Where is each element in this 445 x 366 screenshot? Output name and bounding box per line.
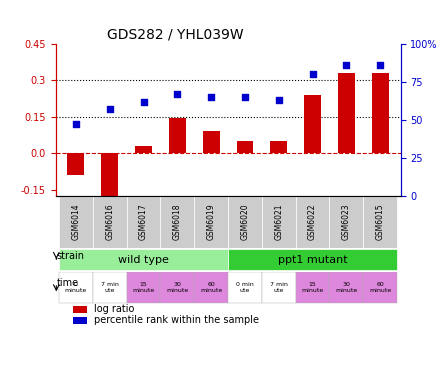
Text: GSM6020: GSM6020 bbox=[240, 203, 250, 240]
FancyBboxPatch shape bbox=[93, 272, 127, 303]
FancyBboxPatch shape bbox=[262, 272, 295, 303]
Bar bbox=[73, 306, 87, 313]
Text: GSM6019: GSM6019 bbox=[206, 203, 216, 240]
FancyBboxPatch shape bbox=[59, 249, 228, 270]
FancyBboxPatch shape bbox=[228, 272, 262, 303]
Text: GSM6018: GSM6018 bbox=[173, 203, 182, 240]
Point bbox=[241, 94, 248, 100]
Point bbox=[275, 97, 282, 103]
Text: GSM6021: GSM6021 bbox=[274, 203, 283, 240]
Text: 30
minute: 30 minute bbox=[335, 283, 357, 293]
Point bbox=[106, 106, 113, 112]
FancyBboxPatch shape bbox=[363, 196, 397, 248]
Bar bbox=[270, 141, 287, 153]
Text: 60
minute: 60 minute bbox=[369, 283, 391, 293]
Text: 0 min
ute: 0 min ute bbox=[236, 283, 254, 293]
FancyBboxPatch shape bbox=[295, 272, 329, 303]
Text: strain: strain bbox=[57, 251, 84, 261]
Text: GSM6017: GSM6017 bbox=[139, 203, 148, 240]
Bar bbox=[135, 146, 152, 153]
FancyBboxPatch shape bbox=[194, 272, 228, 303]
FancyBboxPatch shape bbox=[295, 196, 329, 248]
Point bbox=[73, 122, 80, 127]
Text: 7 min
ute: 7 min ute bbox=[101, 283, 119, 293]
Text: GSM6015: GSM6015 bbox=[376, 203, 385, 240]
Bar bbox=[236, 141, 253, 153]
FancyBboxPatch shape bbox=[194, 196, 228, 248]
FancyBboxPatch shape bbox=[329, 272, 363, 303]
Text: GDS282 / YHL039W: GDS282 / YHL039W bbox=[107, 27, 244, 41]
Bar bbox=[169, 118, 186, 153]
Text: 15
minute: 15 minute bbox=[301, 283, 324, 293]
FancyBboxPatch shape bbox=[228, 196, 262, 248]
FancyBboxPatch shape bbox=[228, 249, 397, 270]
Text: GSM6022: GSM6022 bbox=[308, 203, 317, 240]
Text: 0
minute: 0 minute bbox=[65, 283, 87, 293]
Text: 15
minute: 15 minute bbox=[133, 283, 155, 293]
Text: GSM6014: GSM6014 bbox=[71, 203, 81, 240]
Point bbox=[309, 71, 316, 77]
Text: ppt1 mutant: ppt1 mutant bbox=[278, 255, 348, 265]
Point bbox=[140, 99, 147, 105]
FancyBboxPatch shape bbox=[59, 196, 93, 248]
Point bbox=[376, 62, 384, 68]
FancyBboxPatch shape bbox=[59, 272, 93, 303]
Bar bbox=[304, 95, 321, 153]
Bar bbox=[203, 131, 220, 153]
Text: log ratio: log ratio bbox=[93, 305, 134, 314]
FancyBboxPatch shape bbox=[161, 196, 194, 248]
Point bbox=[343, 62, 350, 68]
Bar bbox=[73, 317, 87, 324]
FancyBboxPatch shape bbox=[262, 196, 295, 248]
Point bbox=[174, 91, 181, 97]
Text: 30
minute: 30 minute bbox=[166, 283, 189, 293]
Bar bbox=[372, 73, 388, 153]
FancyBboxPatch shape bbox=[127, 196, 161, 248]
Text: time: time bbox=[57, 278, 78, 288]
FancyBboxPatch shape bbox=[161, 272, 194, 303]
Point bbox=[208, 94, 215, 100]
Bar bbox=[68, 153, 85, 175]
Text: GSM6016: GSM6016 bbox=[105, 203, 114, 240]
Text: 60
minute: 60 minute bbox=[200, 283, 222, 293]
Bar bbox=[338, 73, 355, 153]
FancyBboxPatch shape bbox=[329, 196, 363, 248]
Text: 7 min
ute: 7 min ute bbox=[270, 283, 288, 293]
FancyBboxPatch shape bbox=[127, 272, 161, 303]
Text: wild type: wild type bbox=[118, 255, 169, 265]
FancyBboxPatch shape bbox=[93, 196, 127, 248]
Bar bbox=[101, 153, 118, 196]
Text: percentile rank within the sample: percentile rank within the sample bbox=[93, 315, 259, 325]
Text: GSM6023: GSM6023 bbox=[342, 203, 351, 240]
FancyBboxPatch shape bbox=[363, 272, 397, 303]
